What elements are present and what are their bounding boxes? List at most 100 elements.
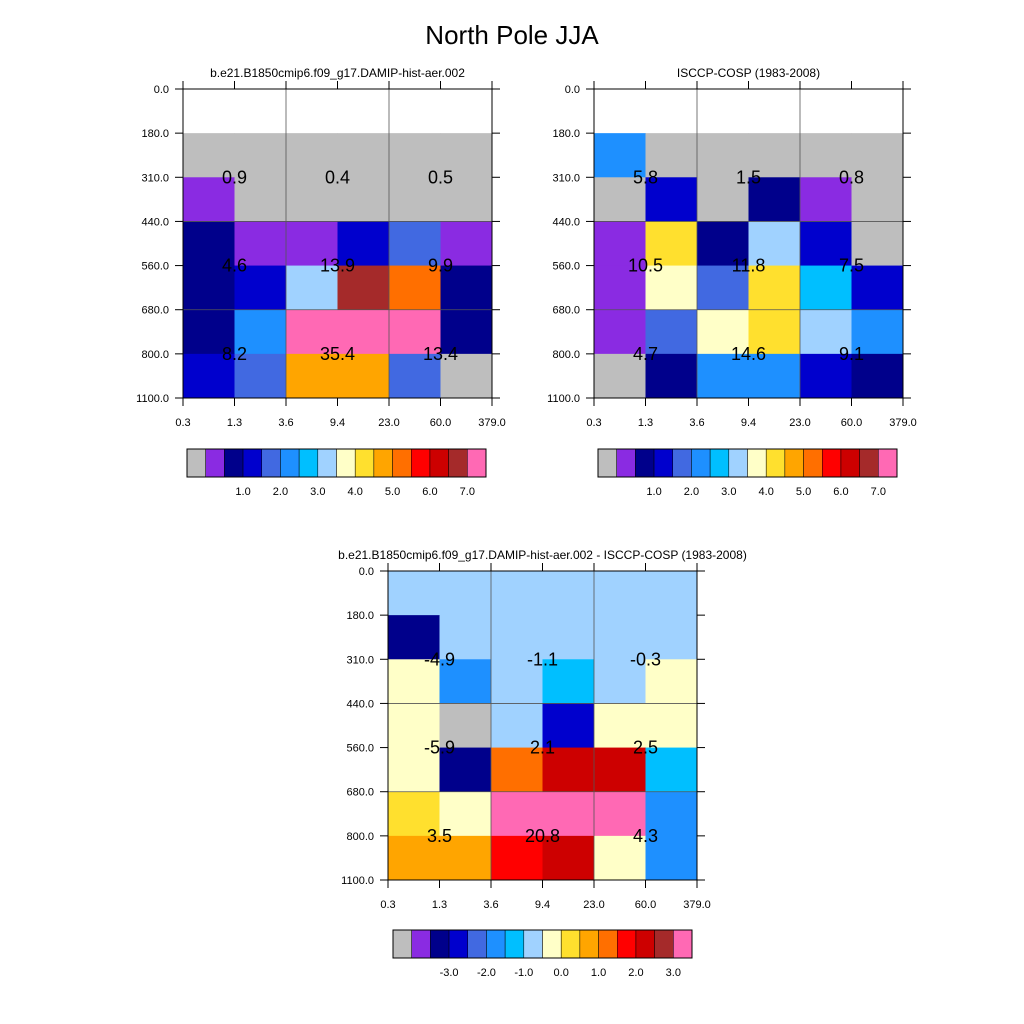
heatmap-cell — [645, 791, 698, 837]
heatmap-cell — [337, 353, 390, 399]
heatmap-cell — [594, 835, 646, 881]
x-tick-label: 9.4 — [330, 417, 345, 429]
heatmap-cell — [594, 353, 646, 399]
heatmap-cell — [183, 309, 235, 355]
heatmap-cell — [183, 221, 235, 267]
colorbar: -3.0 -2.0 -1.0 0.0 1.0 2.0 3.0 — [392, 929, 693, 979]
figure-title: North Pole JJA — [425, 20, 599, 50]
heatmap-cell — [851, 265, 904, 311]
heatmap-cell — [542, 615, 595, 660]
heatmap-cell — [748, 177, 801, 222]
x-tick-label: 60.0 — [841, 417, 862, 429]
heatmap-cell — [337, 309, 390, 355]
group-total-label: 0.9 — [222, 167, 247, 187]
heatmap-cell — [594, 747, 646, 793]
x-tick-label: 379.0 — [478, 417, 506, 429]
heatmap-cell — [491, 791, 543, 837]
y-tick-label: 680.0 — [552, 305, 580, 317]
heatmap-cell — [337, 221, 390, 267]
y-tick-label: 1100.0 — [136, 393, 169, 405]
colorbar-label: 6.0 — [422, 486, 437, 498]
group-total-label: 10.5 — [628, 256, 663, 276]
y-tick-label: 1100.0 — [547, 393, 580, 405]
colorbar-swatch — [298, 448, 319, 478]
heatmap-cell — [439, 747, 492, 793]
heatmap-cell — [388, 571, 440, 616]
heatmap-cell — [440, 309, 493, 355]
heatmap-cell — [337, 133, 390, 178]
colorbar-label: 7.0 — [460, 486, 475, 498]
heatmap-cell — [645, 177, 698, 222]
group-total-label: 11.8 — [732, 256, 766, 276]
group-total-label: 5.8 — [633, 167, 658, 187]
heatmap-cell — [697, 353, 749, 399]
heatmap-cell — [800, 221, 852, 267]
heatmap-cell — [234, 133, 287, 178]
colorbar-label: 6.0 — [833, 486, 848, 498]
heatmap-cell — [645, 615, 698, 660]
heatmap-cell — [440, 177, 493, 222]
y-tick-label: 560.0 — [346, 743, 374, 755]
heatmap-cell — [594, 571, 646, 616]
heatmap-cell — [748, 221, 801, 267]
heatmap-cell — [800, 309, 852, 355]
heatmap-cell — [388, 659, 440, 704]
x-tick-label: 60.0 — [635, 899, 656, 911]
y-tick-label: 680.0 — [346, 787, 374, 799]
colorbar-label: 2.0 — [684, 486, 699, 498]
colorbar: 1.0 2.0 3.0 4.0 5.0 6.0 7.0 — [186, 448, 487, 498]
heatmap-cell — [183, 133, 235, 178]
colorbar-label: -2.0 — [477, 967, 496, 979]
heatmap-cell — [234, 177, 287, 222]
y-tick-label: 560.0 — [552, 261, 580, 273]
y-tick-label: 680.0 — [141, 305, 169, 317]
heatmap-cell — [645, 835, 698, 881]
heatmap-cell — [439, 615, 492, 660]
heatmap-cell — [594, 659, 646, 704]
colorbar-swatch — [616, 448, 636, 478]
heatmap-cell — [440, 133, 493, 178]
group-total-label: 13.4 — [423, 344, 458, 364]
heatmap-cell — [800, 177, 852, 222]
heatmap-cell — [851, 177, 904, 222]
colorbar-swatch — [280, 448, 300, 478]
heatmap-cell — [748, 309, 801, 355]
colorbar-label: 1.0 — [591, 967, 606, 979]
colorbar-swatch — [747, 448, 767, 478]
colorbar-swatch — [224, 448, 244, 478]
heatmap-panel-2: ISCCP-COSP (1983-2008) 5.8 1.5 0.8 10.5 11.8 7… — [547, 66, 917, 498]
x-tick-label: 9.4 — [741, 417, 756, 429]
x-tick-label: 23.0 — [583, 899, 604, 911]
colorbar-swatch — [411, 929, 431, 959]
colorbar-swatch — [728, 448, 748, 478]
heatmap-cell — [851, 221, 904, 267]
y-tick-label: 800.0 — [346, 831, 374, 843]
colorbar-swatch — [598, 929, 618, 959]
group-total-label: 14.6 — [731, 344, 766, 364]
heatmap-cell — [542, 747, 595, 793]
heatmap-cell — [594, 703, 646, 749]
colorbar-swatch — [392, 448, 412, 478]
heatmap-cell — [389, 177, 441, 222]
heatmap-cell — [645, 703, 698, 749]
colorbar-swatch — [392, 929, 412, 959]
heatmap-cell — [800, 353, 852, 399]
heatmap-cell — [234, 221, 287, 267]
group-total-label: 13.9 — [320, 256, 355, 276]
heatmap-cell — [594, 221, 646, 267]
y-tick-label: 800.0 — [552, 349, 580, 361]
colorbar-swatch — [654, 929, 674, 959]
heatmap-cell — [491, 571, 543, 616]
colorbar-swatch — [186, 448, 206, 478]
heatmap-cell — [697, 221, 749, 267]
group-total-label: -0.3 — [630, 649, 661, 669]
x-tick-label: 3.6 — [689, 417, 704, 429]
colorbar-swatch — [336, 448, 356, 478]
colorbar-swatch — [765, 448, 786, 478]
colorbar-label: 7.0 — [871, 486, 886, 498]
group-total-label: -4.9 — [424, 649, 455, 669]
group-total-label: 3.5 — [427, 826, 452, 846]
colorbar-swatch — [709, 448, 730, 478]
heatmap-cell — [542, 659, 595, 704]
